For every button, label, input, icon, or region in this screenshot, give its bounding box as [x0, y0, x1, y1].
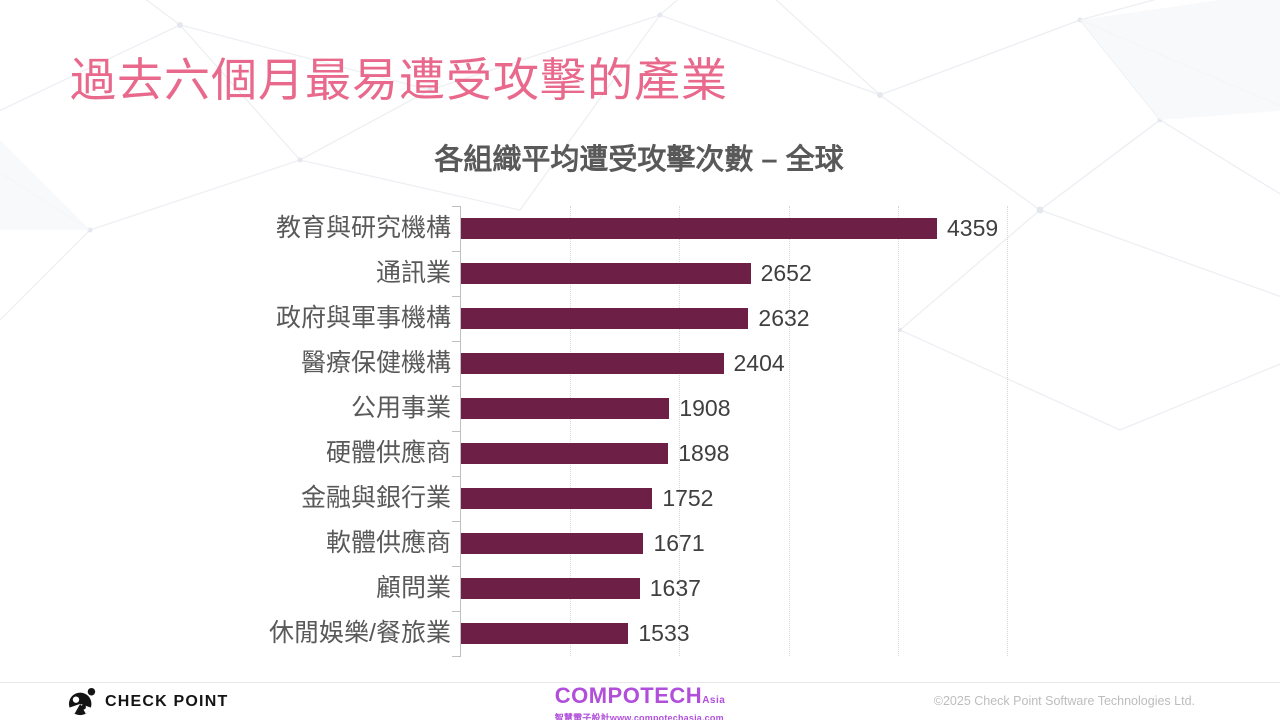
bar-value-label: 1898 [678, 440, 730, 466]
axis-tick [452, 386, 461, 387]
bar-value-label: 2632 [758, 305, 810, 331]
gridline [897, 206, 899, 656]
bar-value-label: 1637 [649, 575, 701, 601]
chart-row: 1752 [461, 476, 1007, 521]
category-label: 醫療保健機構 [300, 349, 451, 377]
axis-tick [452, 431, 461, 432]
axis-tick [452, 296, 461, 297]
footer: CHECK POINT COMPOTECHAsia 智慧電子設計www.comp… [0, 682, 1280, 720]
bar [461, 353, 724, 374]
bar-value-label: 1752 [662, 485, 714, 511]
bar-value-label: 4359 [947, 215, 999, 241]
bar [461, 263, 751, 284]
bar-chart: 各組織平均遭受攻擊次數 – 全球 教育與研究機構通訊業政府與軍事機構醫療保健機構… [263, 136, 1015, 657]
bar [461, 623, 629, 644]
bar-value-label: 1671 [653, 530, 705, 556]
axis-tick [452, 341, 461, 342]
bar [461, 578, 640, 599]
plot-area: 4359 2652 2632 2404 1908 1898 1752 1671 1637 1533 [452, 206, 1008, 657]
gridline [1007, 206, 1008, 656]
gridline [788, 206, 790, 656]
bar-value-label: 2652 [760, 260, 812, 286]
copyright-text: ©2025 Check Point Software Technologies … [933, 694, 1195, 708]
chart-row: 1908 [461, 386, 1007, 431]
checkpoint-logo: CHECK POINT [68, 687, 228, 717]
category-label: 軟體供應商 [325, 529, 451, 557]
category-label: 教育與研究機構 [275, 214, 451, 242]
category-label: 通訊業 [375, 259, 451, 287]
axis-tick [452, 206, 461, 207]
chart-row: 2652 [461, 251, 1007, 296]
bar [461, 218, 937, 239]
chart-row: 2404 [461, 341, 1007, 386]
axis-tick [452, 521, 461, 522]
chart-row: 1533 [461, 611, 1007, 656]
category-label: 顧問業 [375, 574, 451, 602]
compotech-logo: COMPOTECHAsia 智慧電子設計www.compotechasia.co… [554, 683, 726, 720]
category-label: 休閒娛樂/餐旅業 [269, 619, 451, 647]
axis-tick [452, 566, 461, 567]
category-label: 政府與軍事機構 [275, 304, 451, 332]
axis-tick [452, 656, 461, 657]
checkpoint-logo-icon [68, 687, 96, 716]
chart-row: 1637 [461, 566, 1007, 611]
chart-row: 2632 [461, 296, 1007, 341]
gridline [570, 206, 572, 656]
axis-tick [452, 611, 461, 612]
category-axis: 教育與研究機構通訊業政府與軍事機構醫療保健機構公用事業硬體供應商金融與銀行業軟體… [263, 206, 460, 656]
category-label: 金融與銀行業 [300, 484, 451, 512]
compotech-brand: COMPOTECHAsia [554, 683, 726, 708]
chart-row: 4359 [461, 206, 1007, 251]
axis-tick [452, 251, 461, 252]
bar-value-label: 1533 [638, 620, 690, 646]
chart-body: 教育與研究機構通訊業政府與軍事機構醫療保健機構公用事業硬體供應商金融與銀行業軟體… [263, 206, 1015, 657]
category-label: 公用事業 [350, 394, 451, 422]
bar-value-label: 1908 [679, 395, 731, 421]
bar [461, 533, 644, 554]
compotech-tagline: 智慧電子設計www.compotechasia.com [554, 713, 724, 720]
compotech-asia-suffix: Asia [702, 695, 726, 706]
bar [461, 308, 749, 329]
axis-tick [452, 476, 461, 477]
slide-title: 過去六個月最易遭受攻擊的產業 [70, 54, 728, 106]
category-label: 硬體供應商 [325, 439, 451, 467]
bar [461, 488, 653, 509]
bar [461, 443, 669, 464]
chart-row: 1898 [461, 431, 1007, 476]
chart-title: 各組織平均遭受攻擊次數 – 全球 [434, 144, 844, 176]
bar-value-label: 2404 [733, 350, 785, 376]
gridline [679, 206, 681, 656]
checkpoint-wordmark: CHECK POINT [105, 693, 229, 710]
bar [461, 398, 670, 419]
chart-row: 1671 [461, 521, 1007, 566]
